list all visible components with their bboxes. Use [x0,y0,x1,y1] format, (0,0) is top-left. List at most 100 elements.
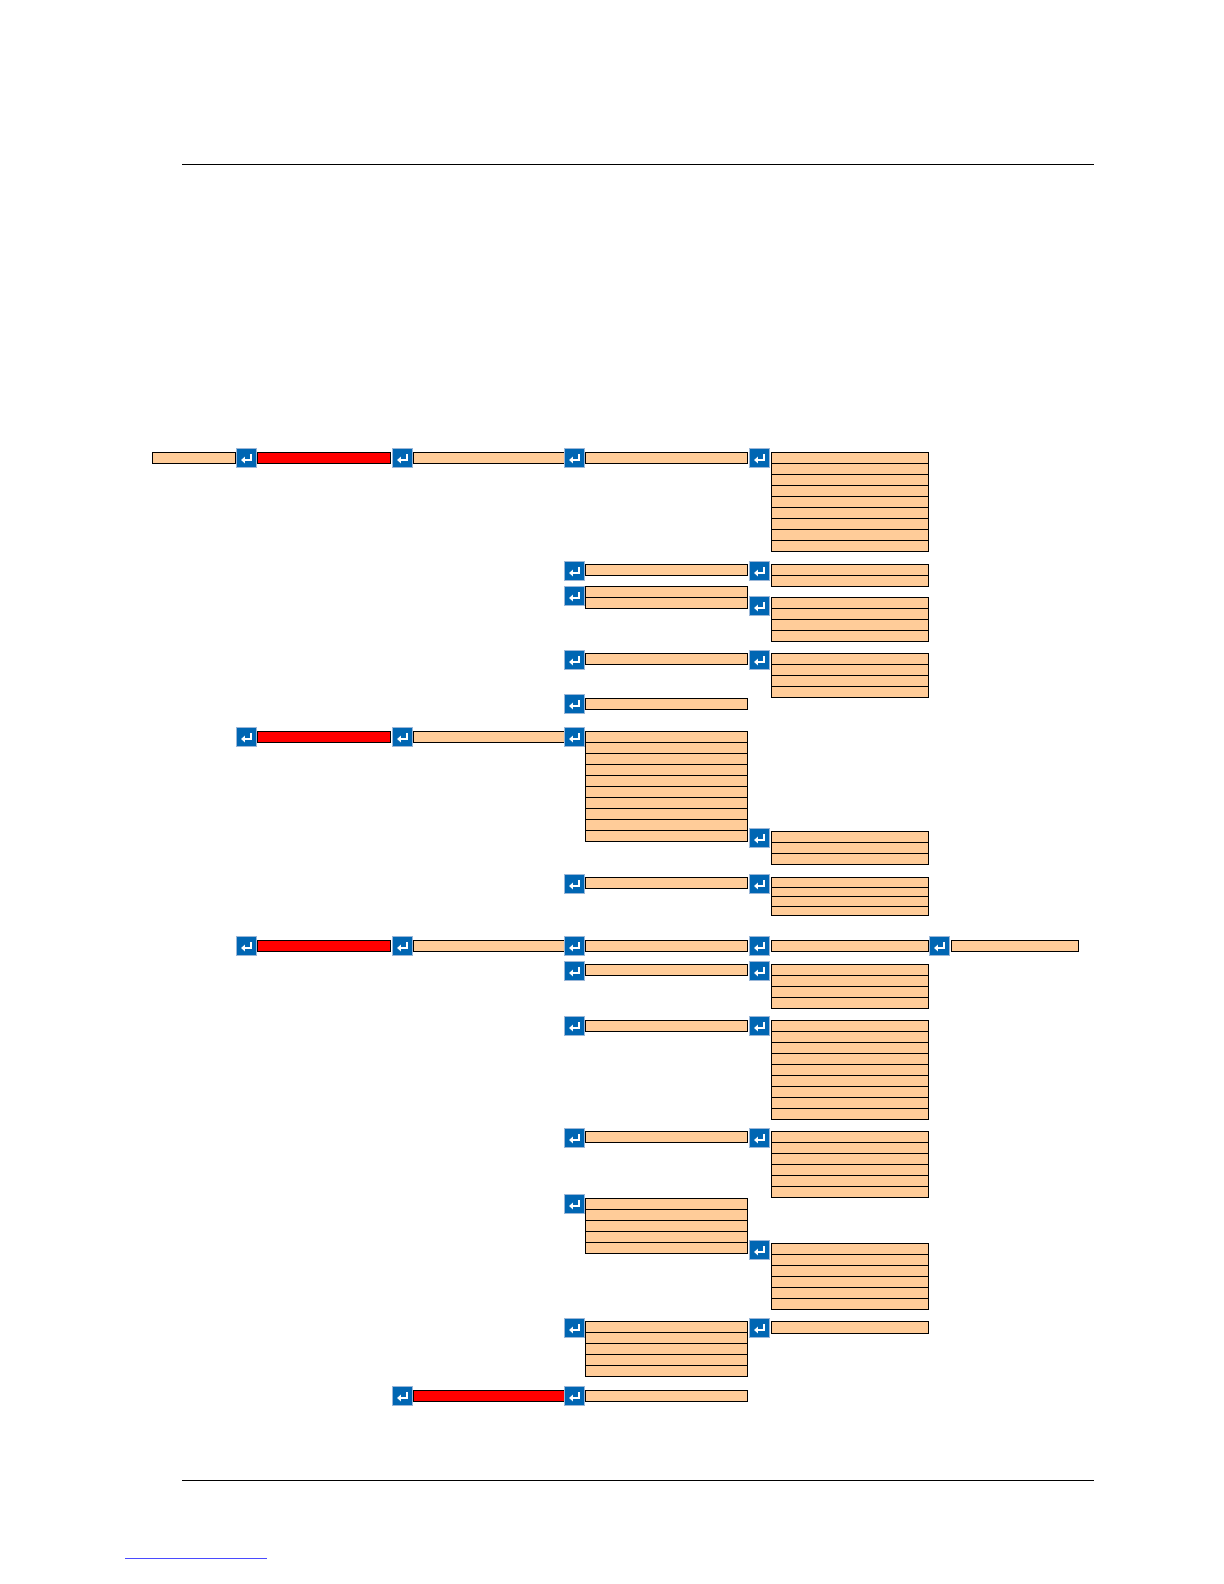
enter-key-icon[interactable] [749,1318,770,1338]
enter-arrow-glyph [754,602,765,612]
menu-level4-item[interactable] [771,940,929,952]
enter-key-icon[interactable] [749,874,770,894]
submenu-item[interactable] [771,575,929,587]
enter-arrow-glyph [569,567,580,577]
menu-root[interactable] [152,452,236,464]
menu-level3-item[interactable] [585,940,748,952]
menu-level2-item[interactable] [413,940,565,952]
enter-arrow-glyph [569,1392,580,1402]
enter-key-icon[interactable] [749,1240,770,1260]
enter-key-icon[interactable] [749,596,770,616]
enter-key-icon[interactable] [564,936,585,956]
enter-arrow-glyph [754,567,765,577]
enter-key-icon[interactable] [392,448,413,468]
enter-arrow-glyph [754,1134,765,1144]
enter-key-icon[interactable] [564,448,585,468]
enter-arrow-glyph [754,880,765,890]
enter-key-icon[interactable] [749,448,770,468]
enter-arrow-glyph [754,454,765,464]
enter-arrow-glyph [754,1246,765,1256]
enter-key-icon[interactable] [749,828,770,848]
enter-arrow-glyph [754,656,765,666]
enter-arrow-glyph [569,454,580,464]
enter-key-icon[interactable] [236,448,257,468]
menu-level1-selected[interactable] [257,731,391,743]
menu-level3-item[interactable] [585,698,748,710]
enter-arrow-glyph [754,834,765,844]
enter-key-icon[interactable] [564,1016,585,1036]
enter-key-icon[interactable] [236,936,257,956]
menu-level2-selected[interactable] [413,1390,565,1402]
menu-level5-item[interactable] [951,940,1079,952]
menu-level3-item[interactable] [585,653,748,665]
enter-arrow-glyph [397,1392,408,1402]
enter-arrow-glyph [569,700,580,710]
menu-level3-item[interactable] [585,1390,748,1402]
enter-arrow-glyph [241,733,252,743]
enter-key-icon[interactable] [564,694,585,714]
enter-arrow-glyph [934,942,945,952]
submenu-item[interactable] [771,1186,929,1198]
submenu-item[interactable] [771,540,929,552]
menu-level3-item[interactable] [585,877,748,889]
enter-arrow-glyph [569,942,580,952]
enter-arrow-glyph [569,656,580,666]
footer-rule [182,1480,1094,1481]
submenu-item[interactable] [771,1108,929,1120]
submenu-item[interactable] [771,630,929,642]
menu-level3-item[interactable] [585,1020,748,1032]
enter-key-icon[interactable] [749,936,770,956]
enter-key-icon[interactable] [392,727,413,747]
menu-level2-item[interactable] [413,452,565,464]
enter-key-icon[interactable] [564,727,585,747]
submenu-item[interactable] [771,853,929,865]
enter-key-icon[interactable] [749,650,770,670]
menu-level3-item[interactable] [585,830,748,842]
enter-arrow-glyph [569,1200,580,1210]
menu-level3-item[interactable] [585,964,748,976]
enter-key-icon[interactable] [929,936,950,956]
enter-arrow-glyph [397,942,408,952]
header-rule [182,164,1094,165]
enter-key-icon[interactable] [749,1016,770,1036]
enter-key-icon[interactable] [564,1194,585,1214]
enter-key-icon[interactable] [236,727,257,747]
enter-key-icon[interactable] [564,586,585,606]
enter-key-icon[interactable] [749,1128,770,1148]
enter-arrow-glyph [397,733,408,743]
enter-key-icon[interactable] [564,1128,585,1148]
enter-key-icon[interactable] [564,1318,585,1338]
enter-arrow-glyph [569,733,580,743]
menu-level2-item[interactable] [413,731,565,743]
enter-key-icon[interactable] [392,1386,413,1406]
enter-key-icon[interactable] [749,961,770,981]
enter-arrow-glyph [569,592,580,602]
menu-level1-selected[interactable] [257,940,391,952]
enter-key-icon[interactable] [564,1386,585,1406]
enter-key-icon[interactable] [564,874,585,894]
enter-arrow-glyph [754,967,765,977]
menu-level1-selected[interactable] [257,452,391,464]
enter-key-icon[interactable] [392,936,413,956]
submenu-item[interactable] [771,905,929,916]
submenu-item[interactable] [771,1321,929,1334]
submenu-item[interactable] [771,686,929,698]
enter-arrow-glyph [569,880,580,890]
submenu-item[interactable] [771,997,929,1009]
enter-arrow-glyph [569,1022,580,1032]
footer-link-underline[interactable] [125,1558,267,1559]
enter-arrow-glyph [569,1324,580,1334]
enter-key-icon[interactable] [564,561,585,581]
menu-level3-item[interactable] [585,597,748,609]
menu-level3-item[interactable] [585,452,748,464]
menu-level3-item[interactable] [585,564,748,576]
enter-key-icon[interactable] [564,650,585,670]
enter-arrow-glyph [241,454,252,464]
menu-level3-item[interactable] [585,1365,748,1377]
submenu-item[interactable] [771,1298,929,1310]
enter-arrow-glyph [754,1022,765,1032]
enter-key-icon[interactable] [749,561,770,581]
menu-level3-item[interactable] [585,1242,748,1254]
menu-level3-item[interactable] [585,1131,748,1143]
enter-key-icon[interactable] [564,961,585,981]
